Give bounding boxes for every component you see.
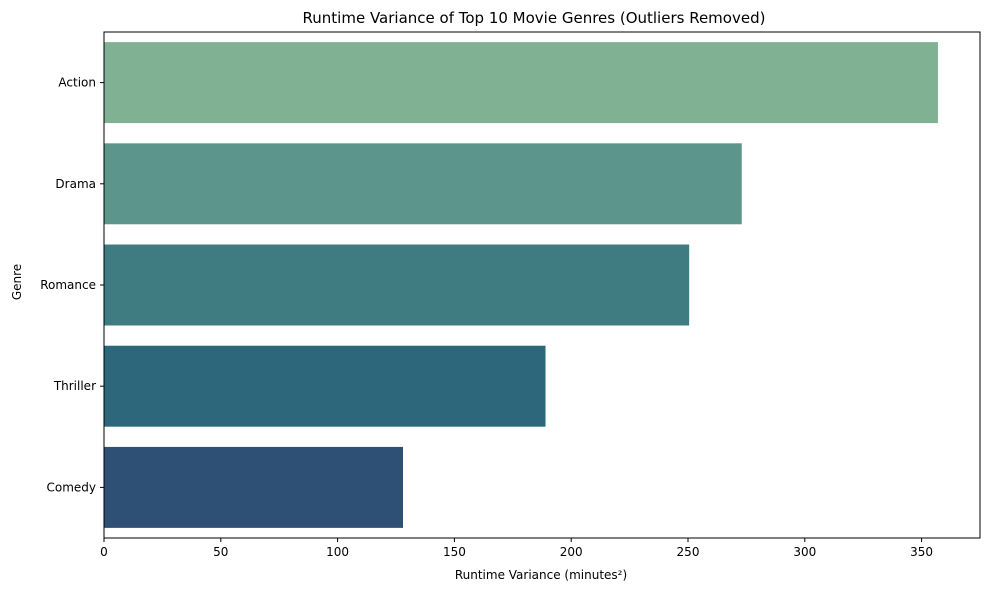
x-axis-label: Runtime Variance (minutes²) — [455, 568, 627, 582]
y-axis-ticks: Action Drama Romance Thriller Comedy — [40, 76, 104, 494]
chart-title: Runtime Variance of Top 10 Movie Genres … — [303, 9, 766, 27]
x-tick-label: 0 — [100, 545, 108, 559]
x-tick-label: 150 — [443, 545, 466, 559]
y-tick-label: Romance — [40, 278, 96, 292]
x-axis-ticks: 0 50 100 150 200 250 300 350 — [100, 538, 933, 559]
y-axis-label: Genre — [10, 264, 24, 300]
x-tick-label: 50 — [213, 545, 228, 559]
x-tick-label: 250 — [677, 545, 700, 559]
bar-comedy — [104, 446, 404, 528]
y-tick-label: Thriller — [53, 379, 96, 393]
y-tick-label: Drama — [55, 177, 96, 191]
y-tick-label: Comedy — [46, 480, 96, 494]
bar-thriller — [104, 345, 546, 427]
x-tick-label: 350 — [910, 545, 933, 559]
y-tick-label: Action — [58, 76, 96, 90]
bar-drama — [104, 143, 742, 225]
x-tick-label: 100 — [326, 545, 349, 559]
bars-group — [104, 42, 938, 528]
x-tick-label: 300 — [793, 545, 816, 559]
bar-romance — [104, 244, 690, 326]
bar-action — [104, 42, 938, 124]
plot-frame — [103, 31, 981, 539]
x-tick-label: 200 — [560, 545, 583, 559]
